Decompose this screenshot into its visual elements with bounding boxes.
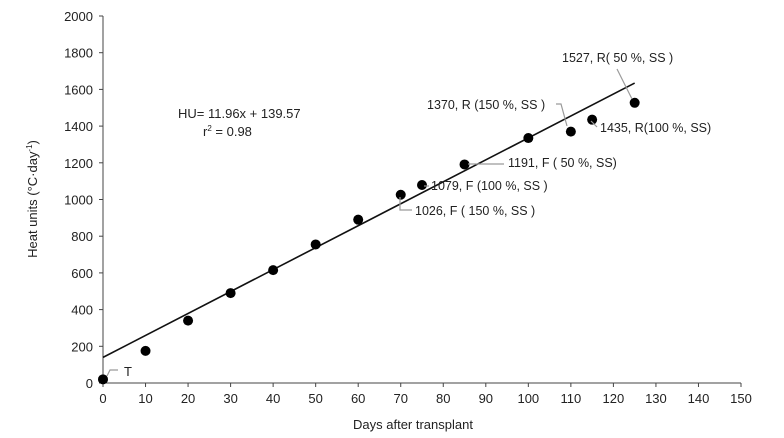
annotation-leaders: [106, 68, 633, 377]
annotation-1191: 1191, F ( 50 %, SS): [508, 156, 617, 170]
y-tick-label: 0: [86, 376, 93, 391]
data-point: [395, 189, 406, 200]
x-tick-label: 60: [351, 391, 365, 406]
leader-T: [106, 369, 118, 377]
annotation-1370: 1370, R (150 %, SS ): [427, 98, 545, 112]
data-point: [459, 159, 470, 170]
data-point: [268, 265, 279, 276]
data-point: [417, 180, 427, 191]
annotation-1026: 1026, F ( 150 %, SS ): [415, 204, 535, 218]
annotation-1079: 1079, F (100 %, SS ): [431, 179, 548, 193]
x-tick-label: 70: [393, 391, 407, 406]
y-tick-label: 1000: [64, 193, 93, 208]
data-point: [523, 133, 534, 144]
leader-1527: [616, 68, 633, 100]
x-axis-ticks: 0 10 20 30 40 50 60 70 80 90 100 110 120 130 140 150: [99, 383, 752, 406]
x-tick-label: 0: [99, 391, 106, 406]
r-squared-prefix: r: [203, 124, 208, 139]
y-tick-label: 1600: [64, 82, 93, 97]
x-axis-title: Days after transplant: [353, 417, 473, 432]
data-points: [98, 97, 640, 385]
x-tick-label: 20: [181, 391, 195, 406]
trendline: [102, 82, 636, 359]
data-point: [183, 315, 194, 326]
x-tick-label: 50: [308, 391, 322, 406]
leader-1370: [556, 103, 568, 127]
data-point: [629, 97, 640, 108]
x-tick-label: 110: [560, 391, 581, 406]
y-axis-title-main: Heat units (°C·day: [25, 151, 40, 258]
data-point: [225, 288, 236, 299]
x-tick-label: 40: [266, 391, 280, 406]
data-point: [587, 114, 598, 125]
y-tick-label: 1200: [64, 156, 93, 171]
r-squared-label: r2 = 0.98: [203, 124, 252, 139]
x-tick-label: 150: [730, 391, 752, 406]
data-point: [140, 345, 151, 356]
x-tick-label: 80: [436, 391, 450, 406]
x-tick-label: 10: [138, 391, 152, 406]
y-tick-label: 1400: [64, 119, 93, 134]
y-axis-title: Heat units (°C·day-1): [25, 140, 40, 258]
y-tick-label: 600: [71, 266, 93, 281]
y-axis-ticks: 0 200 400 600 800 1000 1200 1400 1600 1800 2000: [64, 9, 103, 391]
x-tick-label: 90: [479, 391, 493, 406]
y-tick-label: 400: [71, 303, 93, 318]
data-point: [353, 214, 364, 225]
x-tick-label: 120: [603, 391, 625, 406]
y-tick-label: 200: [71, 339, 93, 354]
y-axis-title-close: ): [25, 140, 40, 144]
data-point: [565, 126, 576, 137]
annotation-T: T: [124, 364, 132, 379]
leader-1435: [590, 120, 598, 128]
x-tick-label: 30: [223, 391, 237, 406]
y-tick-label: 1800: [64, 46, 93, 61]
y-tick-label: 800: [71, 229, 93, 244]
x-tick-label: 140: [688, 391, 710, 406]
y-axis-title-superscript: -1: [25, 144, 34, 152]
leader-1026: [399, 197, 412, 211]
x-tick-label: 100: [517, 391, 539, 406]
annotation-1527: 1527, R( 50 %, SS ): [562, 51, 673, 65]
r-squared-superscript: 2: [207, 124, 212, 133]
regression-equation: HU= 11.96x + 139.57: [178, 106, 301, 121]
y-tick-label: 2000: [64, 9, 93, 24]
data-point: [310, 239, 321, 250]
data-point: [98, 374, 108, 385]
x-tick-label: 130: [645, 391, 667, 406]
r-squared-suffix: = 0.98: [212, 124, 252, 139]
annotation-1435: 1435, R(100 %, SS): [600, 121, 711, 135]
